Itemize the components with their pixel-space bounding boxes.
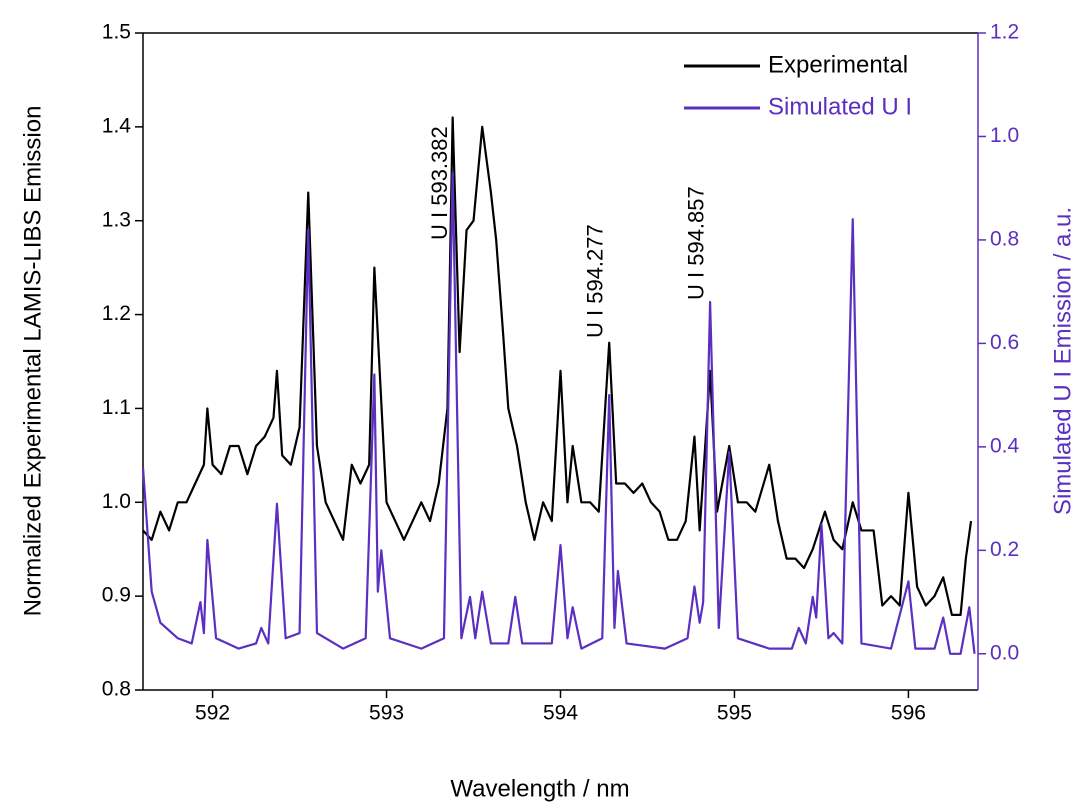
x-tick-label: 595 <box>717 702 752 725</box>
x-axis-title: Wavelength / nm <box>450 775 629 802</box>
x-tick-label: 594 <box>543 702 578 725</box>
annotation: U I 594.857 <box>683 186 708 300</box>
y-tick-label: 1.4 <box>102 114 132 137</box>
legend-label: Experimental <box>768 51 908 78</box>
y-tick-label: 0.9 <box>102 584 131 607</box>
y2-tick-label: 1.2 <box>990 21 1019 44</box>
legend-label: Simulated U I <box>768 93 912 120</box>
y-tick-label: 1.2 <box>102 302 131 325</box>
series-line <box>141 171 976 655</box>
y2-tick-label: 0.4 <box>990 434 1020 457</box>
y-tick-label: 1.0 <box>102 490 131 513</box>
y-tick-label: 0.8 <box>102 678 131 701</box>
annotation: U I 593.382 <box>427 126 452 240</box>
x-tick-label: 596 <box>891 702 926 725</box>
y-tick-label: 1.5 <box>102 21 131 44</box>
series-line <box>142 116 973 617</box>
annotation: U I 594.277 <box>582 224 607 338</box>
y-axis-title: Normalized Experimental LAMIS-LIBS Emiss… <box>19 106 46 617</box>
y2-tick-label: 0.0 <box>990 641 1019 664</box>
y-tick-label: 1.1 <box>102 396 131 419</box>
y2-tick-label: 0.2 <box>990 538 1019 561</box>
x-tick-label: 592 <box>195 702 230 725</box>
x-tick-label: 593 <box>369 702 404 725</box>
y2-axis-title: Simulated U I Emission / a.u. <box>1049 207 1076 515</box>
y2-tick-label: 0.8 <box>990 227 1019 250</box>
y-tick-label: 1.3 <box>102 208 131 231</box>
y2-tick-label: 1.0 <box>990 124 1019 147</box>
y2-tick-label: 0.6 <box>990 331 1019 354</box>
